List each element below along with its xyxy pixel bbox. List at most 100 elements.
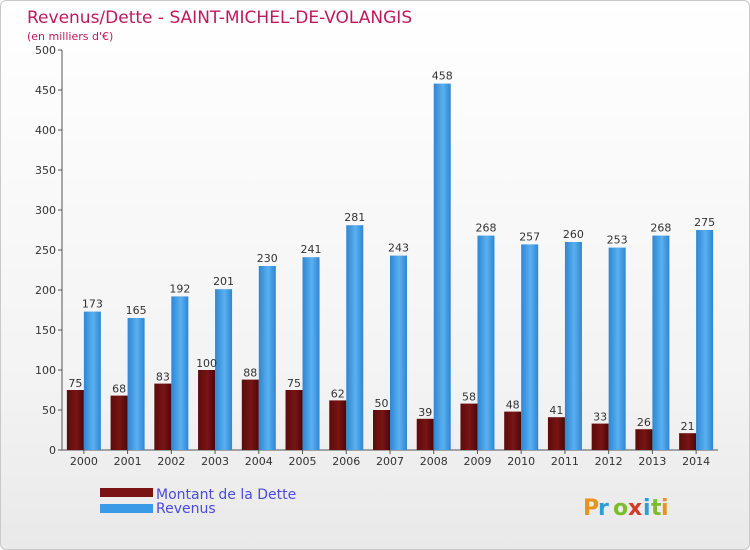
x-tick-label: 2011 [551, 455, 579, 468]
bar-revenus [215, 289, 233, 450]
bar-dette [241, 379, 259, 450]
bar-dette [547, 417, 565, 450]
value-label-revenus: 257 [519, 230, 540, 243]
y-tick-label: 400 [35, 124, 56, 137]
x-tick-label: 2006 [332, 455, 360, 468]
value-label-revenus: 268 [475, 222, 496, 235]
bar-revenus [127, 318, 145, 450]
bar-revenus [564, 242, 582, 450]
bar-dette [198, 370, 216, 450]
bar-dette [504, 411, 522, 450]
y-tick-label: 350 [35, 164, 56, 177]
x-tick-label: 2008 [420, 455, 448, 468]
value-label-revenus: 275 [694, 216, 715, 229]
logo-letter: P [583, 496, 599, 521]
bar-revenus [652, 235, 670, 450]
bar-revenus [302, 257, 320, 450]
x-tick-label: 2012 [595, 455, 623, 468]
y-tick-label: 0 [49, 444, 56, 457]
y-tick-label: 150 [35, 324, 56, 337]
value-label-revenus: 260 [563, 228, 584, 241]
value-label-dette: 83 [156, 371, 170, 384]
value-label-revenus: 173 [82, 298, 103, 311]
legend: Montant de la Dette Revenus [100, 487, 296, 517]
bar-dette [329, 400, 347, 450]
value-label-dette: 33 [593, 411, 607, 424]
logo-letter: o [613, 496, 628, 521]
value-label-dette: 62 [331, 387, 345, 400]
value-label-dette: 75 [287, 377, 301, 390]
logo-letter: t [651, 496, 662, 521]
x-tick-label: 2004 [245, 455, 273, 468]
value-label-dette: 41 [549, 404, 563, 417]
chart-subtitle: (en milliers d'€) [27, 30, 113, 43]
y-tick-label: 200 [35, 284, 56, 297]
value-label-revenus: 230 [257, 252, 278, 265]
bar-dette [416, 418, 434, 450]
value-label-revenus: 201 [213, 275, 234, 288]
bar-revenus [608, 247, 626, 450]
value-label-revenus: 241 [301, 243, 322, 256]
logo-letter: i [643, 496, 651, 521]
value-label-dette: 26 [637, 416, 651, 429]
value-label-dette: 48 [506, 399, 520, 412]
value-label-revenus: 281 [344, 211, 365, 224]
value-label-revenus: 165 [126, 304, 147, 317]
y-tick-label: 500 [35, 44, 56, 57]
x-tick-label: 2010 [507, 455, 535, 468]
value-labels: 75 173 68 165 83 192 100 201 88 230 75 241 62 281 50 24… [68, 70, 715, 434]
bar-dette [110, 395, 128, 450]
x-tick-label: 2005 [289, 455, 317, 468]
value-label-dette: 75 [68, 377, 82, 390]
value-label-revenus: 458 [432, 70, 453, 83]
bars [66, 83, 714, 450]
x-tick-label: 2009 [463, 455, 491, 468]
proxiti-logo: Pr o x i t i [583, 496, 669, 521]
value-label-dette: 21 [681, 420, 695, 433]
x-tick-label: 2013 [638, 455, 666, 468]
legend-label-dette: Montant de la Dette [156, 487, 296, 503]
bar-dette [591, 423, 609, 450]
x-tick-label: 2007 [376, 455, 404, 468]
bar-revenus [390, 255, 407, 450]
logo-letter: x [628, 496, 642, 521]
value-label-revenus: 253 [607, 234, 628, 247]
logo-letter: r [598, 496, 609, 521]
bar-dette [679, 433, 697, 450]
bar-dette [154, 383, 172, 450]
x-tick-label: 2002 [157, 455, 185, 468]
value-label-dette: 68 [112, 383, 126, 396]
y-tick-label: 250 [35, 244, 56, 257]
bar-revenus [696, 230, 714, 450]
value-label-dette: 39 [418, 406, 432, 419]
legend-label-revenus: Revenus [156, 501, 216, 517]
value-label-revenus: 268 [650, 222, 671, 235]
y-tick-label: 50 [42, 404, 56, 417]
value-label-revenus: 192 [169, 282, 190, 295]
bar-revenus [258, 266, 276, 450]
value-label-dette: 100 [196, 357, 217, 370]
y-tick-label: 100 [35, 364, 56, 377]
chart-title: Revenus/Dette - SAINT-MICHEL-DE-VOLANGIS [27, 8, 412, 28]
bar-dette [460, 403, 478, 450]
bar-dette [635, 429, 653, 450]
x-tick-label: 2014 [682, 455, 710, 468]
bar-dette [285, 390, 303, 450]
logo-letter: i [661, 496, 669, 521]
y-tick-label: 450 [35, 84, 56, 97]
x-tick-label: 2000 [70, 455, 98, 468]
value-label-dette: 58 [462, 391, 476, 404]
bar-revenus [346, 225, 364, 450]
bar-revenus [171, 296, 189, 450]
value-label-dette: 88 [243, 367, 257, 380]
legend-swatch-dette [100, 488, 153, 497]
x-tick-label: 2001 [114, 455, 142, 468]
bar-revenus [477, 235, 495, 450]
legend-swatch-revenus [100, 504, 153, 513]
bar-dette [66, 390, 84, 450]
value-label-dette: 50 [375, 397, 389, 410]
bar-revenus [433, 83, 451, 450]
value-label-revenus: 243 [388, 242, 409, 255]
bar-revenus [83, 311, 101, 450]
